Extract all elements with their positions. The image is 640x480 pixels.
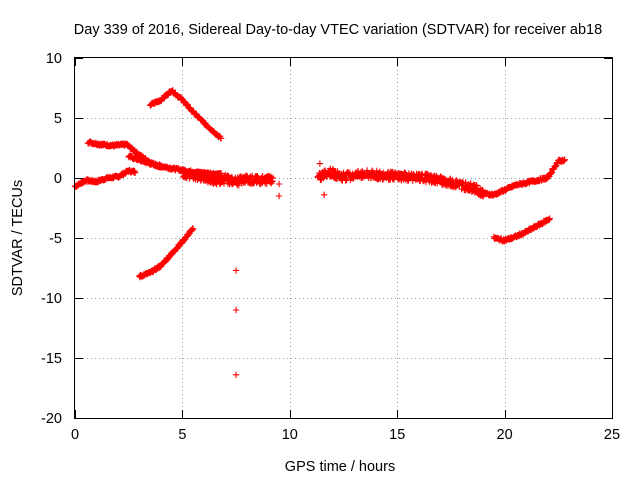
isolated-point: [232, 267, 240, 274]
x-tick-label: 15: [389, 427, 405, 443]
x-tick-label: 0: [71, 427, 79, 443]
y-tick-label: 5: [54, 111, 62, 127]
isolated-point: [316, 160, 324, 167]
x-tick-label: 10: [282, 427, 298, 443]
x-tick-label: 25: [604, 427, 620, 443]
isolated-point: [275, 192, 283, 200]
isolated-point: [232, 306, 240, 314]
y-axis-label: SDTVAR / TECUs: [10, 180, 26, 296]
tick-labels: 0 5 10 15 20 25 -20 -15 -10 -5 0 5 10: [41, 51, 620, 443]
data-point: [342, 177, 349, 184]
y-tick-label: 10: [46, 51, 62, 67]
data-point: [346, 169, 354, 177]
x-tick-label: 20: [497, 427, 513, 443]
data-point: [189, 225, 197, 233]
x-tick-label: 5: [178, 427, 186, 443]
y-tick-label: -20: [41, 411, 62, 427]
isolated-point: [320, 191, 328, 198]
plot-border: [74, 57, 613, 419]
y-tick-label: -15: [41, 351, 62, 367]
data-point: [561, 156, 568, 163]
data-point: [131, 169, 139, 176]
data-point: [217, 135, 225, 142]
data-point: [546, 215, 553, 222]
data-point: [467, 180, 474, 187]
data-points: [71, 86, 568, 378]
data-point: [192, 168, 199, 176]
isolated-point: [232, 371, 240, 378]
y-tick-label: 0: [54, 171, 62, 187]
data-point: [473, 182, 480, 189]
chart-title: Day 339 of 2016, Sidereal Day-to-day VTE…: [74, 22, 602, 38]
y-tick-label: -10: [41, 291, 62, 307]
x-axis-label: GPS time / hours: [285, 459, 395, 475]
data-point: [269, 174, 277, 182]
data-point: [453, 176, 460, 184]
isolated-point: [275, 180, 283, 188]
y-tick-label: -5: [49, 231, 62, 247]
data-point: [452, 183, 459, 191]
